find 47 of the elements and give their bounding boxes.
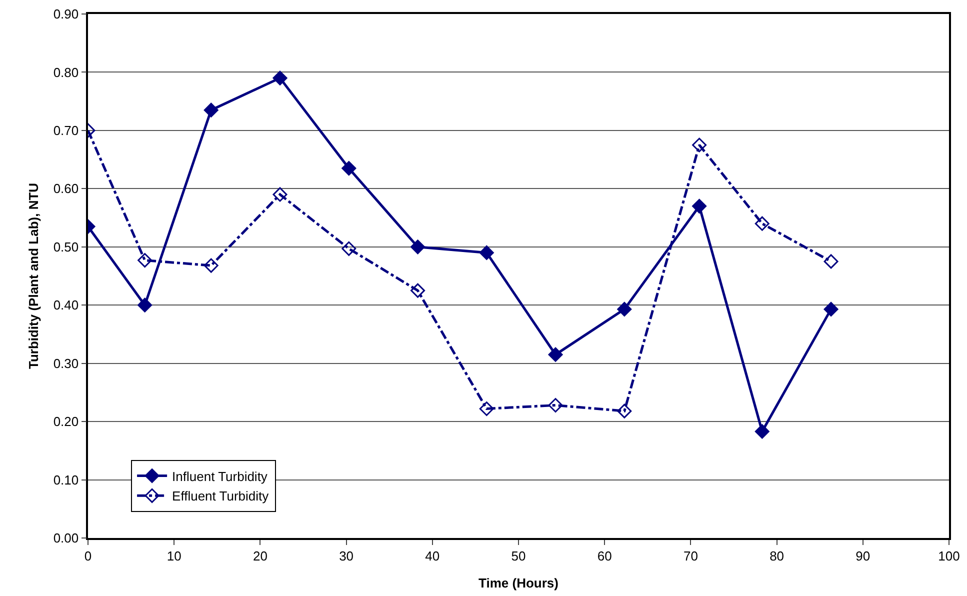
point (204, 102, 218, 118)
y-axis-title: Turbidity (Plant and Lab), NTU (26, 182, 41, 370)
y-tick-label: 0.30 (53, 356, 79, 371)
x-tick-label: 60 (597, 548, 612, 564)
point (138, 298, 152, 312)
point (479, 245, 494, 260)
y-tick-label: 0.10 (53, 472, 79, 488)
point (342, 241, 356, 256)
point (548, 347, 563, 362)
point (824, 302, 838, 316)
x-tick-label: 80 (770, 548, 784, 564)
x-tick-label: 40 (425, 548, 440, 564)
point (754, 216, 770, 231)
x-tick-label: 10 (166, 548, 182, 564)
point (617, 404, 632, 418)
x-tick-label: 0 (84, 548, 92, 564)
point (272, 70, 288, 86)
x-tick-label: 70 (683, 548, 698, 564)
point (204, 258, 218, 273)
point (342, 161, 356, 176)
point (692, 138, 707, 152)
point (548, 398, 563, 412)
x-tick-label: 30 (339, 548, 354, 564)
y-tick-label: 0.40 (53, 298, 79, 313)
x-tick-label: 90 (856, 548, 870, 564)
point (754, 424, 770, 439)
point (479, 402, 494, 416)
x-tick-label: 50 (511, 548, 526, 564)
point (138, 253, 152, 268)
legend-label: Effluent Turbidity (172, 488, 270, 504)
x-axis-title: Time (Hours) (478, 576, 558, 590)
point (410, 240, 426, 254)
x-tick-label: 100 (938, 548, 960, 564)
y-tick-label: 0.20 (53, 414, 79, 430)
y-tick-label: 0.00 (53, 530, 79, 546)
y-tick-label: 0.70 (53, 122, 79, 138)
legend-label: Influent Turbidity (172, 468, 268, 484)
point (692, 198, 707, 214)
y-tick-label: 0.60 (53, 181, 79, 196)
point (410, 283, 426, 298)
point (272, 187, 288, 202)
point (617, 302, 632, 316)
y-tick-label: 0.80 (53, 64, 79, 80)
y-tick-label: 0.50 (53, 239, 79, 254)
x-tick-label: 20 (252, 548, 268, 564)
point (824, 254, 838, 269)
y-tick-label: 0.90 (53, 6, 79, 22)
